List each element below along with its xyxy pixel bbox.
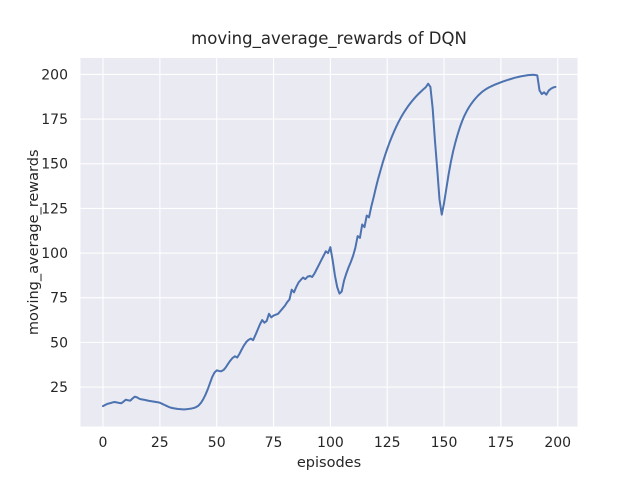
y-tick-label: 125 — [41, 201, 68, 217]
x-tick-label: 125 — [374, 435, 401, 451]
y-axis-label: moving_average_rewards — [26, 149, 42, 335]
y-tick-label: 200 — [41, 67, 68, 83]
y-tick-label: 150 — [41, 157, 68, 173]
y-tick-label: 100 — [41, 246, 68, 262]
y-tick-label: 50 — [50, 335, 68, 351]
y-tick-label: 175 — [41, 112, 68, 128]
x-tick-label: 200 — [544, 435, 571, 451]
x-tick-label: 150 — [431, 435, 458, 451]
y-tick-label: 75 — [50, 291, 68, 307]
x-tick-label: 50 — [208, 435, 226, 451]
x-tick-label: 25 — [151, 435, 169, 451]
x-tick-label: 75 — [265, 435, 283, 451]
chart-title: moving_average_rewards of DQN — [191, 29, 467, 49]
y-tick-label: 25 — [50, 380, 68, 396]
x-tick-label: 175 — [488, 435, 515, 451]
reward-series-line — [102, 73, 557, 411]
plot-area-background — [80, 58, 578, 427]
x-tick-label: 100 — [317, 435, 344, 451]
x-axis-label: episodes — [297, 455, 361, 471]
x-tick-label: 0 — [99, 435, 108, 451]
